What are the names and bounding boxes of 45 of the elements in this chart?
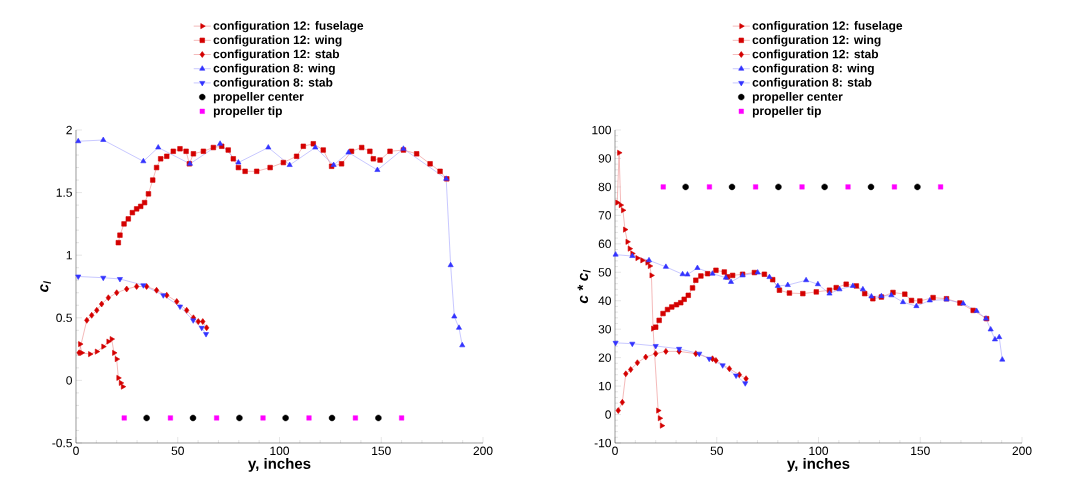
x-tick-label: 50 bbox=[710, 446, 723, 456]
legend-label: configuration 8: stab bbox=[213, 77, 333, 90]
y-tick-label: 0 bbox=[66, 376, 72, 385]
y-tick-label: 1 bbox=[66, 251, 72, 260]
x-tick-label: 50 bbox=[171, 446, 184, 456]
legend-label: configuration 8: stab bbox=[752, 77, 872, 90]
y-tick-label: 60 bbox=[598, 239, 612, 249]
y-tick-label: 80 bbox=[598, 182, 612, 192]
y-tick-label: 90 bbox=[598, 154, 612, 163]
y-tick-label: 20 bbox=[598, 353, 612, 362]
x-tick-label: 150 bbox=[372, 446, 391, 456]
legend-label: configuration 12: fuselage bbox=[213, 21, 364, 33]
x-tick-label: 200 bbox=[473, 446, 493, 456]
legend-label: propeller tip bbox=[752, 106, 821, 118]
x-tick-label: 0 bbox=[73, 446, 79, 456]
legend-label: configuration 8: wing bbox=[213, 63, 335, 75]
x-tick-label: 150 bbox=[911, 446, 930, 456]
legend-label: propeller tip bbox=[213, 106, 282, 118]
y-tick-label: 30 bbox=[598, 324, 612, 334]
y-tick-label: -10 bbox=[594, 438, 612, 448]
y-tick-label: 0 bbox=[605, 410, 612, 419]
legend-label: propeller center bbox=[752, 92, 843, 104]
y-tick-label: -0.5 bbox=[52, 438, 72, 448]
legend-label: configuration 12: stab bbox=[213, 49, 340, 61]
y-tick-label: 40 bbox=[598, 296, 612, 305]
y-tick-label: 0.5 bbox=[56, 313, 72, 323]
legend-label: configuration 12: wing bbox=[752, 35, 881, 47]
x-tick-label: 200 bbox=[1012, 446, 1032, 456]
y-axis-title: c$_{l}$ bbox=[40, 280, 51, 292]
x-tick-label: 100 bbox=[270, 446, 290, 456]
legend-label: configuration 12: stab bbox=[752, 49, 879, 61]
y-tick-label: 10 bbox=[599, 381, 612, 391]
y-tick-label: 2 bbox=[66, 125, 72, 135]
legend-label: configuration 8: wing bbox=[752, 63, 874, 75]
y-tick-label: 1.5 bbox=[56, 188, 72, 197]
y-axis-title: c * c$_{l}$ bbox=[577, 269, 591, 304]
legend-label: propeller center bbox=[213, 92, 304, 104]
x-tick-label: 100 bbox=[809, 446, 829, 456]
y-tick-label: 50 bbox=[598, 268, 612, 277]
legend-label: configuration 12: wing bbox=[213, 35, 342, 47]
x-axis-title: y, inches bbox=[248, 457, 311, 472]
y-tick-label: 100 bbox=[592, 125, 612, 135]
y-tick-label: 70 bbox=[598, 211, 612, 220]
legend-label: configuration 12: fuselage bbox=[752, 21, 903, 33]
x-axis-title: y, inches bbox=[787, 457, 850, 472]
